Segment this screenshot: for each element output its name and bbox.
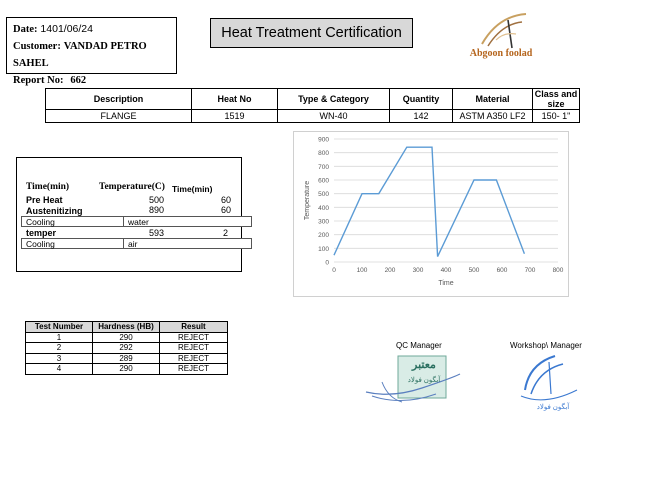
cooling1-value: water (128, 217, 149, 227)
customer-value: VANDAD PETRO SAHEL (13, 41, 147, 69)
cell-hardness: 290 (92, 331, 160, 343)
austenitizing-time: 60 (221, 205, 232, 215)
y-tick-label: 700 (318, 164, 329, 171)
cell-test-number: 3 (25, 352, 93, 364)
process-box: Time(min) Temperature(C) Time(min) Pre H… (16, 157, 252, 272)
temper-temp: 593 (149, 228, 165, 238)
col-time2-label: Time(min) (172, 184, 213, 194)
col-time-label: Time(min) (26, 182, 70, 192)
stamp-company: آبگون فولاد (407, 377, 441, 384)
x-axis-label: Time (438, 280, 453, 287)
product-table-header: Description Heat No Type & Category Quan… (45, 88, 580, 110)
stamp-word: معتبر (412, 359, 436, 371)
cell-result: REJECT (159, 363, 228, 375)
y-tick-label: 400 (318, 205, 329, 212)
cell-test-number: 2 (25, 342, 93, 354)
preheat-temp: 500 (149, 195, 165, 205)
cooling-row-1: Cooling water (21, 216, 252, 227)
workshop-signature-icon (520, 355, 578, 401)
x-tick-label: 0 (332, 267, 336, 274)
austenitizing-label: Austenitizing (26, 206, 83, 216)
x-tick-label: 600 (497, 267, 508, 274)
qc-manager-label: QC Manager (396, 341, 442, 350)
cell-quantity: 142 (389, 109, 453, 123)
cooling2-value: air (128, 239, 138, 249)
cell-result: REJECT (159, 342, 228, 354)
header-result: Result (159, 321, 228, 333)
chart-svg: 0 100 200 300 400 500 600 700 800 900 0 100 200 300 40… (304, 137, 564, 288)
logo-text: Abgoon foolad (469, 48, 533, 59)
temper-time: 2 (223, 228, 229, 238)
y-tick-label: 600 (318, 178, 329, 185)
header-hardness: Hardness (HB) (92, 321, 160, 333)
y-tick-label: 0 (325, 260, 329, 267)
y-tick-label: 800 (318, 150, 329, 157)
cell-test-number: 4 (25, 363, 93, 375)
preheat-label: Pre Heat (26, 195, 63, 205)
x-tick-label: 800 (553, 267, 564, 274)
y-axis-label: Temperature (304, 181, 311, 220)
cooling2-label: Cooling (26, 239, 55, 249)
cell-class-size: 150- 1" (532, 109, 580, 123)
cell-hardness: 290 (92, 363, 160, 375)
cell-heat-no: 1519 (191, 109, 278, 123)
cell-hardness: 292 (92, 342, 160, 354)
y-tick-label: 300 (318, 219, 329, 226)
cell-result: REJECT (159, 352, 228, 364)
product-table: Description Heat No Type & Category Quan… (45, 88, 580, 123)
product-table-row: FLANGE 1519 WN-40 142 ASTM A350 LF2 150-… (45, 109, 580, 123)
workshop-manager-label: Workshop\ Manager (510, 341, 582, 350)
report-info-box: Date: 1401/06/24 Customer: VANDAD PETRO … (6, 17, 177, 86)
austenitizing-temp: 890 (149, 205, 165, 215)
x-tick-label: 400 (441, 267, 452, 274)
header-quantity: Quantity (389, 88, 453, 110)
cell-material: ASTM A350 LF2 (452, 109, 533, 123)
series-line (333, 146, 526, 257)
table-row: 4 290 REJECT (25, 363, 228, 375)
header-material: Material (452, 88, 533, 110)
x-tick-label: 300 (413, 267, 424, 274)
customer-line: Customer: VANDAD PETRO SAHEL (13, 38, 170, 72)
heat-treatment-chart: 0 100 200 300 400 500 600 700 800 900 0 100 200 300 40… (293, 131, 569, 297)
hardness-table: Test Number Hardness (HB) Result 1 290 R… (25, 321, 228, 375)
x-tick-label: 700 (525, 267, 536, 274)
header-type-category: Type & Category (277, 88, 390, 110)
x-tick-label: 200 (385, 267, 396, 274)
table-row: 1 290 REJECT (25, 331, 228, 343)
date-value: 1401/06/24 (40, 23, 93, 35)
report-label: Report No: (13, 75, 64, 86)
customer-label: Customer: (13, 41, 61, 52)
cell-type-category: WN-40 (277, 109, 390, 123)
table-row: 2 292 REJECT (25, 342, 228, 354)
y-tick-label: 900 (318, 137, 329, 144)
company-logo-icon (481, 13, 527, 49)
hardness-table-header: Test Number Hardness (HB) Result (25, 321, 228, 333)
workshop-company: آبگون فولاد (536, 404, 570, 411)
header-class-size: Class and size (532, 88, 580, 110)
date-line: Date: 1401/06/24 (13, 21, 170, 38)
x-tick-label: 100 (357, 267, 368, 274)
col-temp-label: Temperature(C) (99, 182, 165, 192)
page-title: Heat Treatment Certification (210, 18, 413, 48)
cooling-row-2: Cooling air (21, 238, 252, 249)
cell-hardness: 289 (92, 352, 160, 364)
table-row: 3 289 REJECT (25, 352, 228, 364)
header-test-number: Test Number (25, 321, 93, 333)
y-tick-label: 100 (318, 246, 329, 253)
preheat-time: 60 (221, 195, 232, 205)
cell-description: FLANGE (45, 109, 192, 123)
cell-result: REJECT (159, 331, 228, 343)
report-line: Report No: 662 (13, 72, 170, 89)
temper-label: temper (26, 228, 57, 238)
qc-signature-icon (365, 355, 461, 403)
date-label: Date: (13, 24, 38, 35)
header-heat-no: Heat No (191, 88, 278, 110)
cooling1-label: Cooling (26, 217, 55, 227)
report-value: 662 (70, 75, 87, 86)
x-tick-label: 500 (469, 267, 480, 274)
y-tick-label: 500 (318, 191, 329, 198)
header-description: Description (45, 88, 192, 110)
cell-test-number: 1 (25, 331, 93, 343)
y-tick-label: 200 (318, 232, 329, 239)
